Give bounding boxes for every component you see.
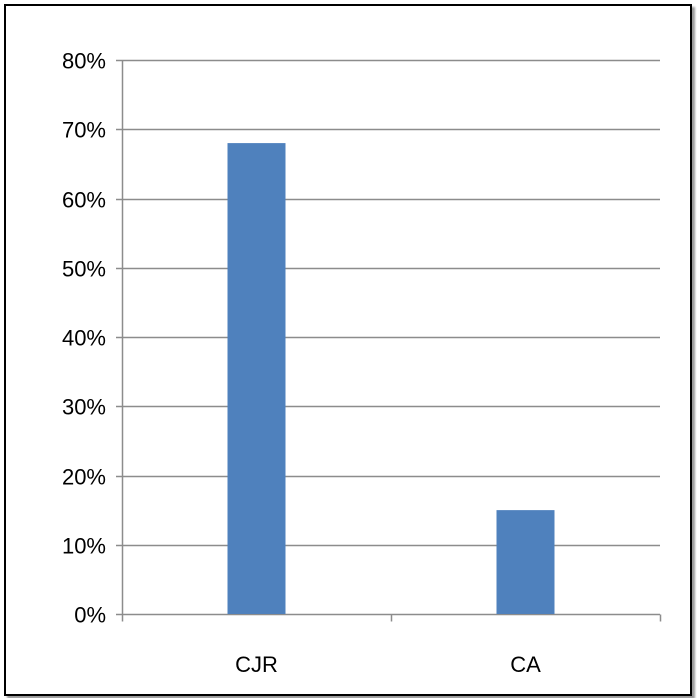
bar-ca [496,510,555,614]
y-tick-label: 50% [62,257,106,282]
bar-cjr [227,143,286,614]
gridlines [122,59,660,547]
x-tick-label: CA [510,652,541,677]
x-axis [121,613,662,622]
y-tick-label: 30% [62,395,106,420]
y-tick-label: 70% [62,118,106,143]
y-tick-label: 40% [62,326,106,351]
y-tick-label: 0% [74,603,106,628]
y-tick-labels: 0% 10% 20% 30% 40% 50% 60% 70% 80% [62,49,106,628]
chart-frame [4,4,692,696]
x-tick-labels: CJR CA [235,652,541,677]
y-tick-label: 20% [62,465,106,490]
y-tick-label: 80% [62,49,106,74]
bars [227,143,555,614]
y-axis [116,59,124,616]
y-tick-label: 10% [62,534,106,559]
x-tick-label: CJR [235,652,278,677]
y-tick-label: 60% [62,188,106,213]
